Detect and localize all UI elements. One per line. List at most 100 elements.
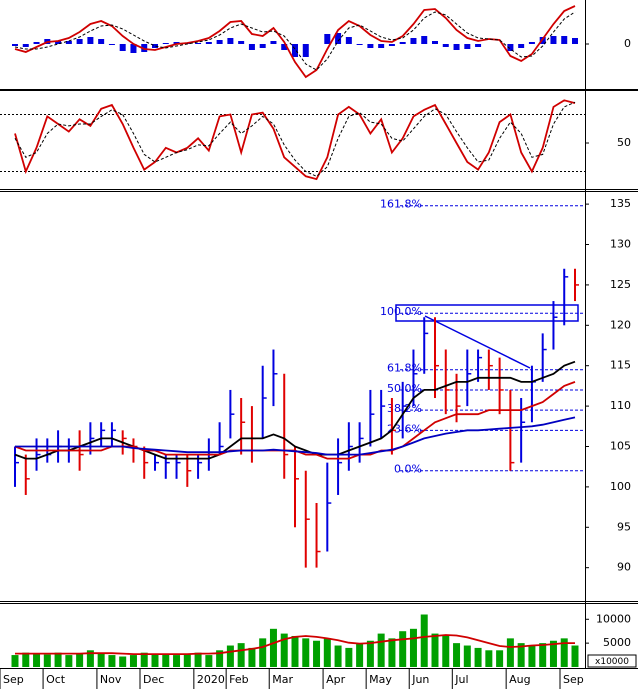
bar	[366, 640, 374, 667]
bar	[12, 44, 18, 46]
bar	[378, 44, 385, 48]
x-tick-label: Aug	[509, 673, 530, 686]
bar	[464, 44, 471, 49]
bar	[22, 652, 30, 667]
bar	[141, 44, 148, 52]
bar	[11, 655, 19, 667]
bar	[55, 41, 62, 44]
bar	[399, 42, 406, 44]
series-line	[14, 5, 576, 79]
bar	[76, 39, 83, 44]
bar	[292, 44, 298, 57]
bar	[194, 652, 202, 667]
bar	[388, 44, 395, 46]
bar	[367, 44, 374, 48]
bar	[485, 650, 493, 667]
x-tick-label: Jul	[454, 673, 468, 686]
bar	[517, 643, 525, 667]
y-tick-label: 125	[610, 278, 631, 291]
bar	[119, 44, 126, 51]
bar	[140, 652, 148, 667]
bar	[356, 643, 364, 667]
bar	[259, 44, 266, 48]
bar	[65, 41, 72, 44]
bar	[539, 643, 547, 667]
fib-label: 61.8%	[387, 362, 422, 375]
bar	[54, 652, 62, 667]
series-line	[14, 360, 576, 460]
x-tick-label: 2020	[197, 673, 225, 686]
bar	[119, 656, 127, 667]
bar	[432, 41, 438, 44]
bar	[453, 643, 461, 667]
bar	[76, 653, 84, 667]
bar	[388, 638, 396, 667]
bar	[238, 41, 245, 44]
bar	[561, 36, 568, 44]
bar	[183, 653, 191, 667]
bar	[108, 44, 115, 45]
y-tick-label: 100	[610, 480, 631, 493]
bar	[335, 33, 342, 44]
trend-line	[424, 315, 531, 369]
bar	[528, 645, 536, 667]
bar	[549, 640, 557, 667]
bar	[129, 655, 137, 667]
bar	[291, 635, 299, 667]
y-tick-label: 135	[610, 197, 631, 210]
bar	[302, 638, 310, 667]
bar	[205, 655, 213, 667]
bar	[453, 44, 460, 50]
series-line	[14, 11, 576, 71]
bar	[98, 39, 105, 44]
bar	[237, 643, 245, 667]
y-tick-label: 5000	[603, 636, 631, 649]
bar	[270, 41, 277, 44]
unit-box	[587, 654, 637, 668]
bar	[108, 655, 116, 667]
x-tick-label: Oct	[46, 673, 66, 686]
bar	[216, 650, 224, 667]
y-tick-label: 90	[617, 561, 631, 574]
bar	[313, 640, 321, 667]
bar	[205, 42, 212, 44]
bar	[302, 44, 309, 57]
bar	[334, 645, 342, 667]
bar	[97, 652, 105, 667]
fib-label: 100.0%	[380, 305, 422, 318]
x-tick-label: Dec	[143, 673, 164, 686]
bar	[550, 36, 557, 44]
bar	[528, 42, 535, 44]
bar	[259, 638, 267, 667]
fib-label: 161.8%	[380, 198, 422, 211]
bar	[409, 628, 417, 667]
bar	[162, 654, 170, 667]
bar	[216, 40, 223, 44]
bar	[560, 638, 568, 667]
y-tick-label: 10000	[596, 612, 631, 625]
bar	[421, 36, 428, 44]
y-tick-label: 115	[610, 359, 631, 372]
series-line	[14, 101, 576, 177]
bar	[356, 44, 363, 45]
bar	[507, 44, 514, 51]
x-tick-label: Sep	[563, 673, 584, 686]
bar	[345, 37, 352, 44]
bar	[162, 43, 169, 44]
y-tick-label: 120	[610, 318, 631, 331]
bar	[173, 655, 181, 667]
bar	[280, 633, 288, 667]
bar	[86, 650, 94, 667]
bar	[431, 633, 439, 667]
bar	[152, 44, 158, 48]
frames	[0, 0, 638, 669]
y-tick-label: 50	[617, 136, 631, 149]
bar	[281, 44, 288, 50]
unit-label: x10000	[595, 657, 629, 667]
bar	[475, 44, 482, 47]
bar	[43, 654, 51, 667]
x-tick-label: Mar	[272, 673, 293, 686]
bar	[572, 38, 578, 44]
